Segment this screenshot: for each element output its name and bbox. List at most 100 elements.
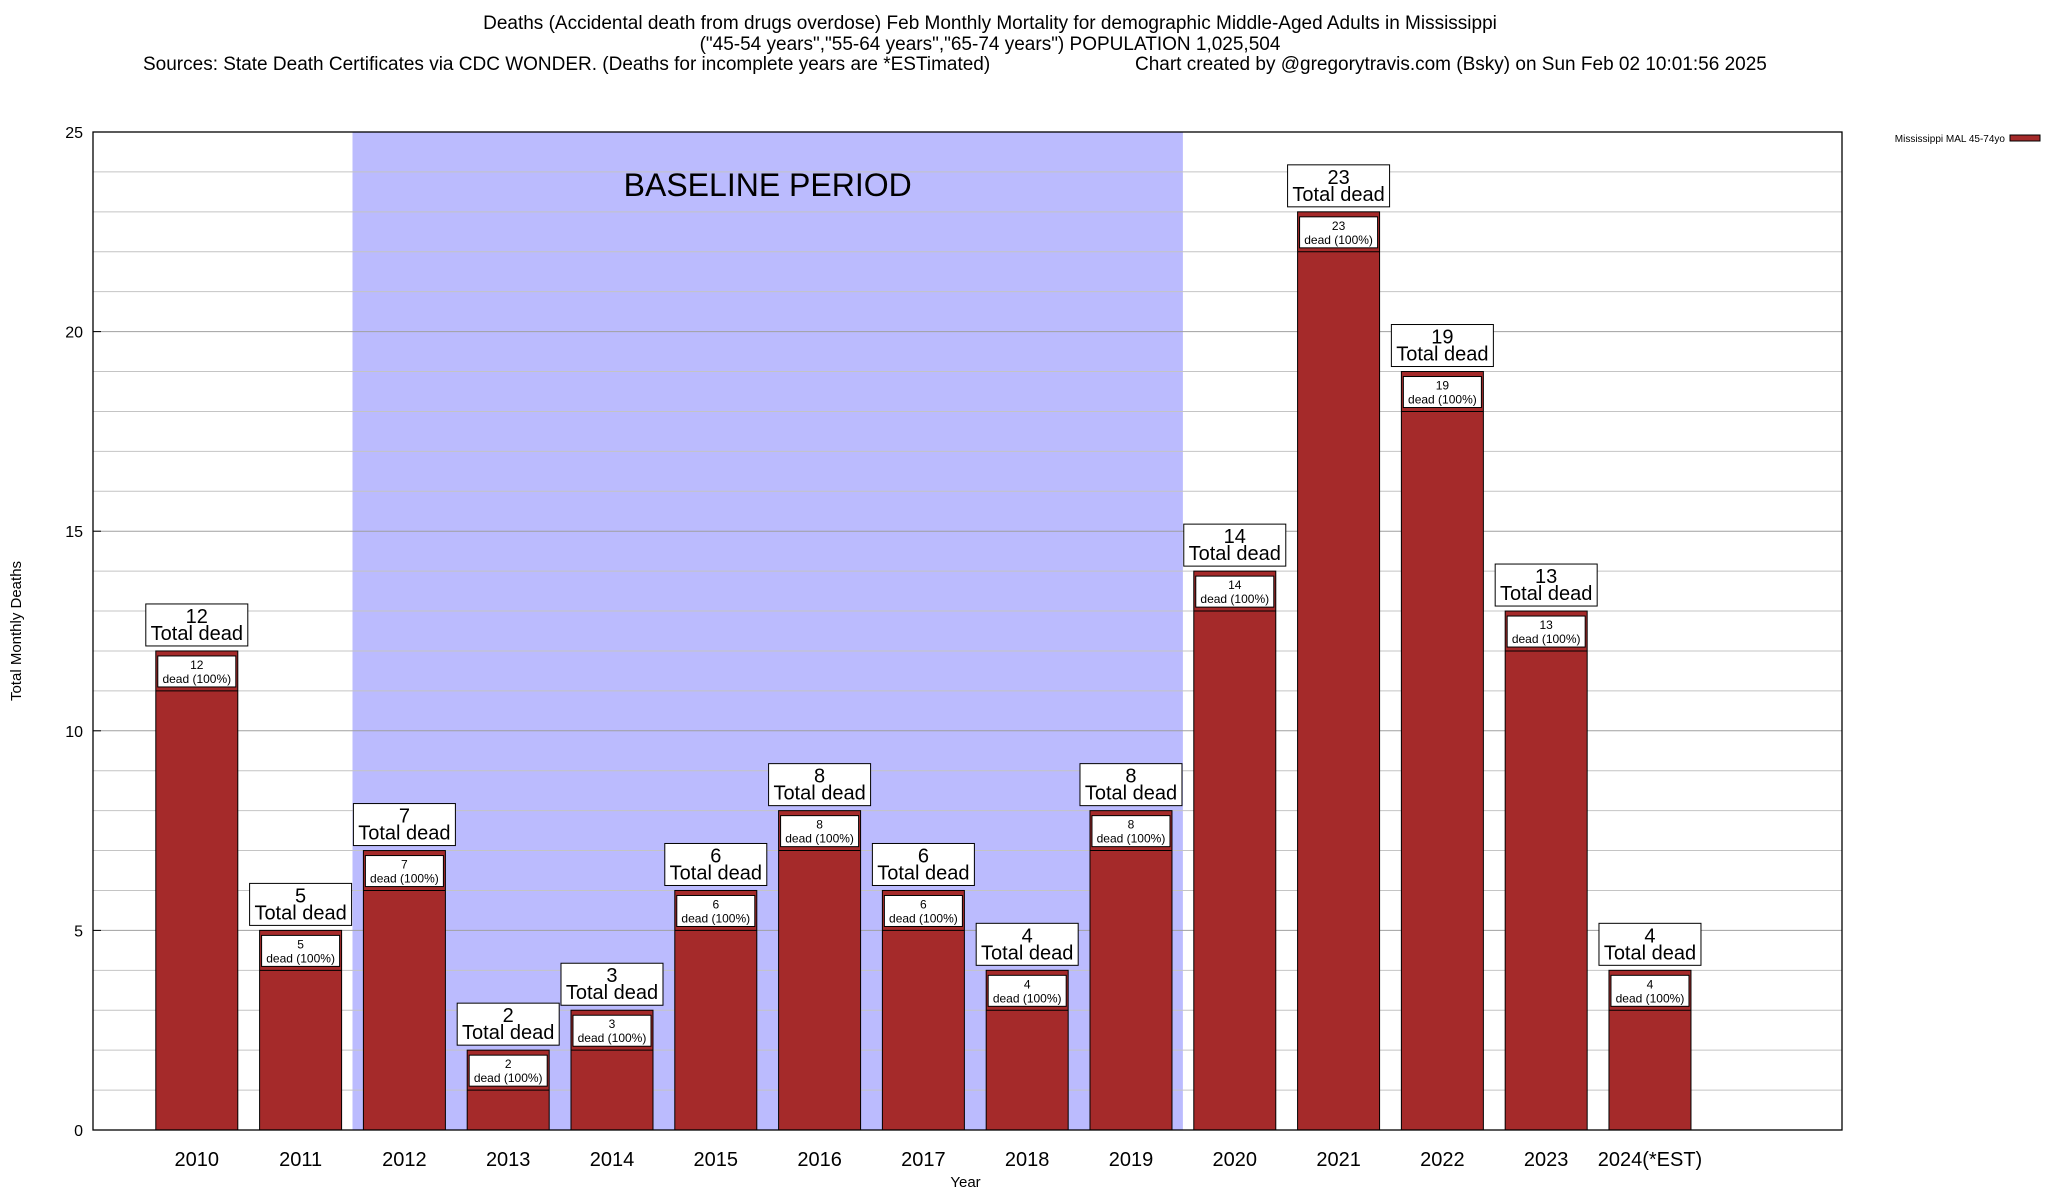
bar [778,810,862,1131]
bar-total-label: Total dead [1604,942,1696,964]
bar-inner-label-box [1091,815,1171,848]
bar-total-value: 7 [399,806,410,828]
chart-subtitle: ("45-54 years","55-64 years","65-74 year… [699,34,1281,55]
bar-inner-value: 8 [1128,818,1135,832]
source-note: Sources: State Death Certificates via CD… [143,54,991,75]
bar-total-label-box [975,922,1079,966]
bar-inner-label-box [987,974,1067,1007]
bar-total-label: Total dead [254,902,346,924]
bar-inner-value: 8 [816,818,823,832]
bar-inner-value: 7 [401,858,408,872]
bar-total-value: 19 [1431,327,1453,349]
bar-inner-value: 4 [1024,977,1031,991]
bar [362,850,446,1131]
bar-total-label: Total dead [1189,543,1281,565]
bar-inner-label-box [1506,615,1586,648]
x-tick-label: 2020 [1213,1149,1258,1171]
bar-total-label: Total dead [670,862,762,884]
bar-inner-percent: dead (100%) [1097,832,1166,846]
bar-total-value: 2 [503,1005,514,1027]
bar-inner-percent: dead (100%) [578,1031,647,1045]
x-tick-label: 2024(*EST) [1598,1149,1703,1171]
bar-total-label: Total dead [1500,583,1592,605]
x-tick-label: 2012 [382,1149,427,1171]
bar-total-label-box [768,763,872,807]
bar-inner-percent: dead (100%) [1304,233,1373,247]
bar-inner-percent: dead (100%) [681,911,750,925]
bar-inner-percent: dead (100%) [1512,632,1581,646]
bar-inner-percent: dead (100%) [1200,592,1269,606]
bar-total-label: Total dead [462,1022,554,1044]
bar-inner-label-box [261,934,341,967]
bar-total-label-box [1183,523,1287,567]
legend-swatch [2009,134,2041,142]
y-tick-label: 25 [65,125,83,142]
bar-inner-value: 2 [505,1057,512,1071]
bar-total-label-box [1494,563,1598,607]
x-tick-label: 2018 [1005,1149,1050,1171]
bar-total-label-box [1079,763,1183,807]
y-tick-label: 15 [65,524,83,541]
bar-total-value: 3 [606,965,617,987]
bar-total-value: 12 [186,606,208,628]
bar-total-label-box [145,603,249,647]
chart-title: Deaths (Accidental death from drugs over… [483,13,1497,34]
x-tick-label: 2015 [694,1149,739,1171]
y-axis-label: Total Monthly Deaths [8,561,25,701]
bar-total-label-box [664,842,768,886]
bar [155,650,239,1131]
bar-inner-value: 4 [1647,977,1654,991]
bar-total-value: 4 [1644,925,1655,947]
bar-total-value: 6 [710,845,721,867]
plot-frame [92,131,1843,1131]
bar-inner-value: 5 [297,937,304,951]
bar-total-label-box [560,962,664,1006]
x-axis-label: Year [950,1174,980,1191]
baseline-label: BASELINE PERIOD [624,167,912,203]
bar-inner-label-box [1610,974,1690,1007]
x-tick-label: 2017 [901,1149,946,1171]
x-tick-label: 2022 [1420,1149,1465,1171]
bar-inner-label-box [1195,575,1275,608]
bar-inner-value: 13 [1539,618,1553,632]
bar-inner-percent: dead (100%) [993,991,1062,1005]
bar-total-label: Total dead [358,823,450,845]
bar-total-label: Total dead [981,942,1073,964]
bar-inner-label-box [572,1014,652,1047]
x-tick-label: 2010 [175,1149,220,1171]
bar-total-label-box [871,842,975,886]
bar-inner-value: 3 [609,1017,616,1031]
legend-label: Mississippi MAL 45-74yo [1895,134,2006,145]
bar-inner-value: 6 [920,897,927,911]
bar-total-value: 13 [1535,566,1557,588]
y-tick-label: 10 [65,724,83,741]
bar-total-value: 8 [1125,766,1136,788]
bar-inner-percent: dead (100%) [1408,393,1477,407]
bar-inner-label-box [1299,216,1379,249]
x-tick-label: 2011 [279,1149,322,1171]
x-tick-label: 2013 [486,1149,531,1171]
bar-total-label-box [1598,922,1702,966]
bar-inner-label-box [780,815,860,848]
bar-inner-label-box [364,855,444,888]
bar-inner-value: 14 [1228,578,1242,592]
y-tick-label: 0 [74,1123,83,1140]
bar-total-value: 6 [918,845,929,867]
bar-total-value: 23 [1327,167,1349,189]
bar-inner-label-box [468,1054,548,1087]
bar-inner-label-box [883,894,963,927]
bar-total-label-box [352,803,456,847]
chart-header: Deaths (Accidental death from drugs over… [0,0,2048,120]
bar-total-label: Total dead [877,862,969,884]
bar-inner-label-box [157,655,237,688]
bar-total-label-box [249,882,353,926]
x-tick-label: 2014 [590,1149,635,1171]
bar-total-label-box [1390,324,1494,368]
credit-note: Chart created by @gregorytravis.com (Bsk… [1135,54,1767,75]
bar-inner-percent: dead (100%) [370,872,439,886]
bar-total-label: Total dead [1085,783,1177,805]
bar [1400,371,1484,1131]
bar-inner-percent: dead (100%) [474,1071,543,1085]
bar-total-label-box [1287,164,1391,208]
bar-inner-percent: dead (100%) [266,951,335,965]
